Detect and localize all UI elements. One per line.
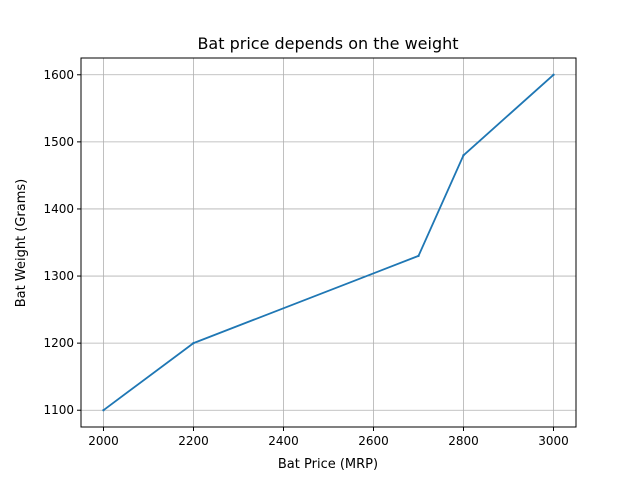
grid: [81, 58, 576, 427]
y-axis-label: Bat Weight (Grams): [14, 179, 29, 308]
data-point: [552, 73, 555, 76]
x-tick-label: 3000: [538, 434, 569, 448]
data-point: [417, 254, 420, 258]
x-tick-label: 2800: [448, 434, 479, 448]
series-layer: [102, 73, 555, 412]
y-tick-label: 1500: [43, 135, 74, 149]
y-tick-label: 1300: [43, 269, 74, 283]
y-tick-label: 1200: [43, 336, 74, 350]
x-tick-label: 2600: [358, 434, 389, 448]
y-axis: 1100 1200 1300 1400 1500 1600: [43, 68, 81, 417]
x-tick-label: 2200: [178, 434, 209, 448]
plot-frame: [80, 57, 577, 428]
data-point: [192, 341, 195, 345]
data-point: [102, 409, 105, 412]
x-tick-label: 2000: [88, 434, 119, 448]
x-tick-label: 2400: [268, 434, 299, 448]
y-tick-label: 1400: [43, 202, 74, 216]
y-tick-label: 1100: [43, 403, 74, 417]
x-axis: 2000 2200 2400 2600 2800 3000: [88, 427, 569, 448]
chart-title: Bat price depends on the weight: [197, 34, 458, 53]
y-tick-label: 1600: [43, 68, 74, 82]
x-axis-label: Bat Price (MRP): [278, 457, 378, 472]
data-point: [462, 154, 465, 157]
